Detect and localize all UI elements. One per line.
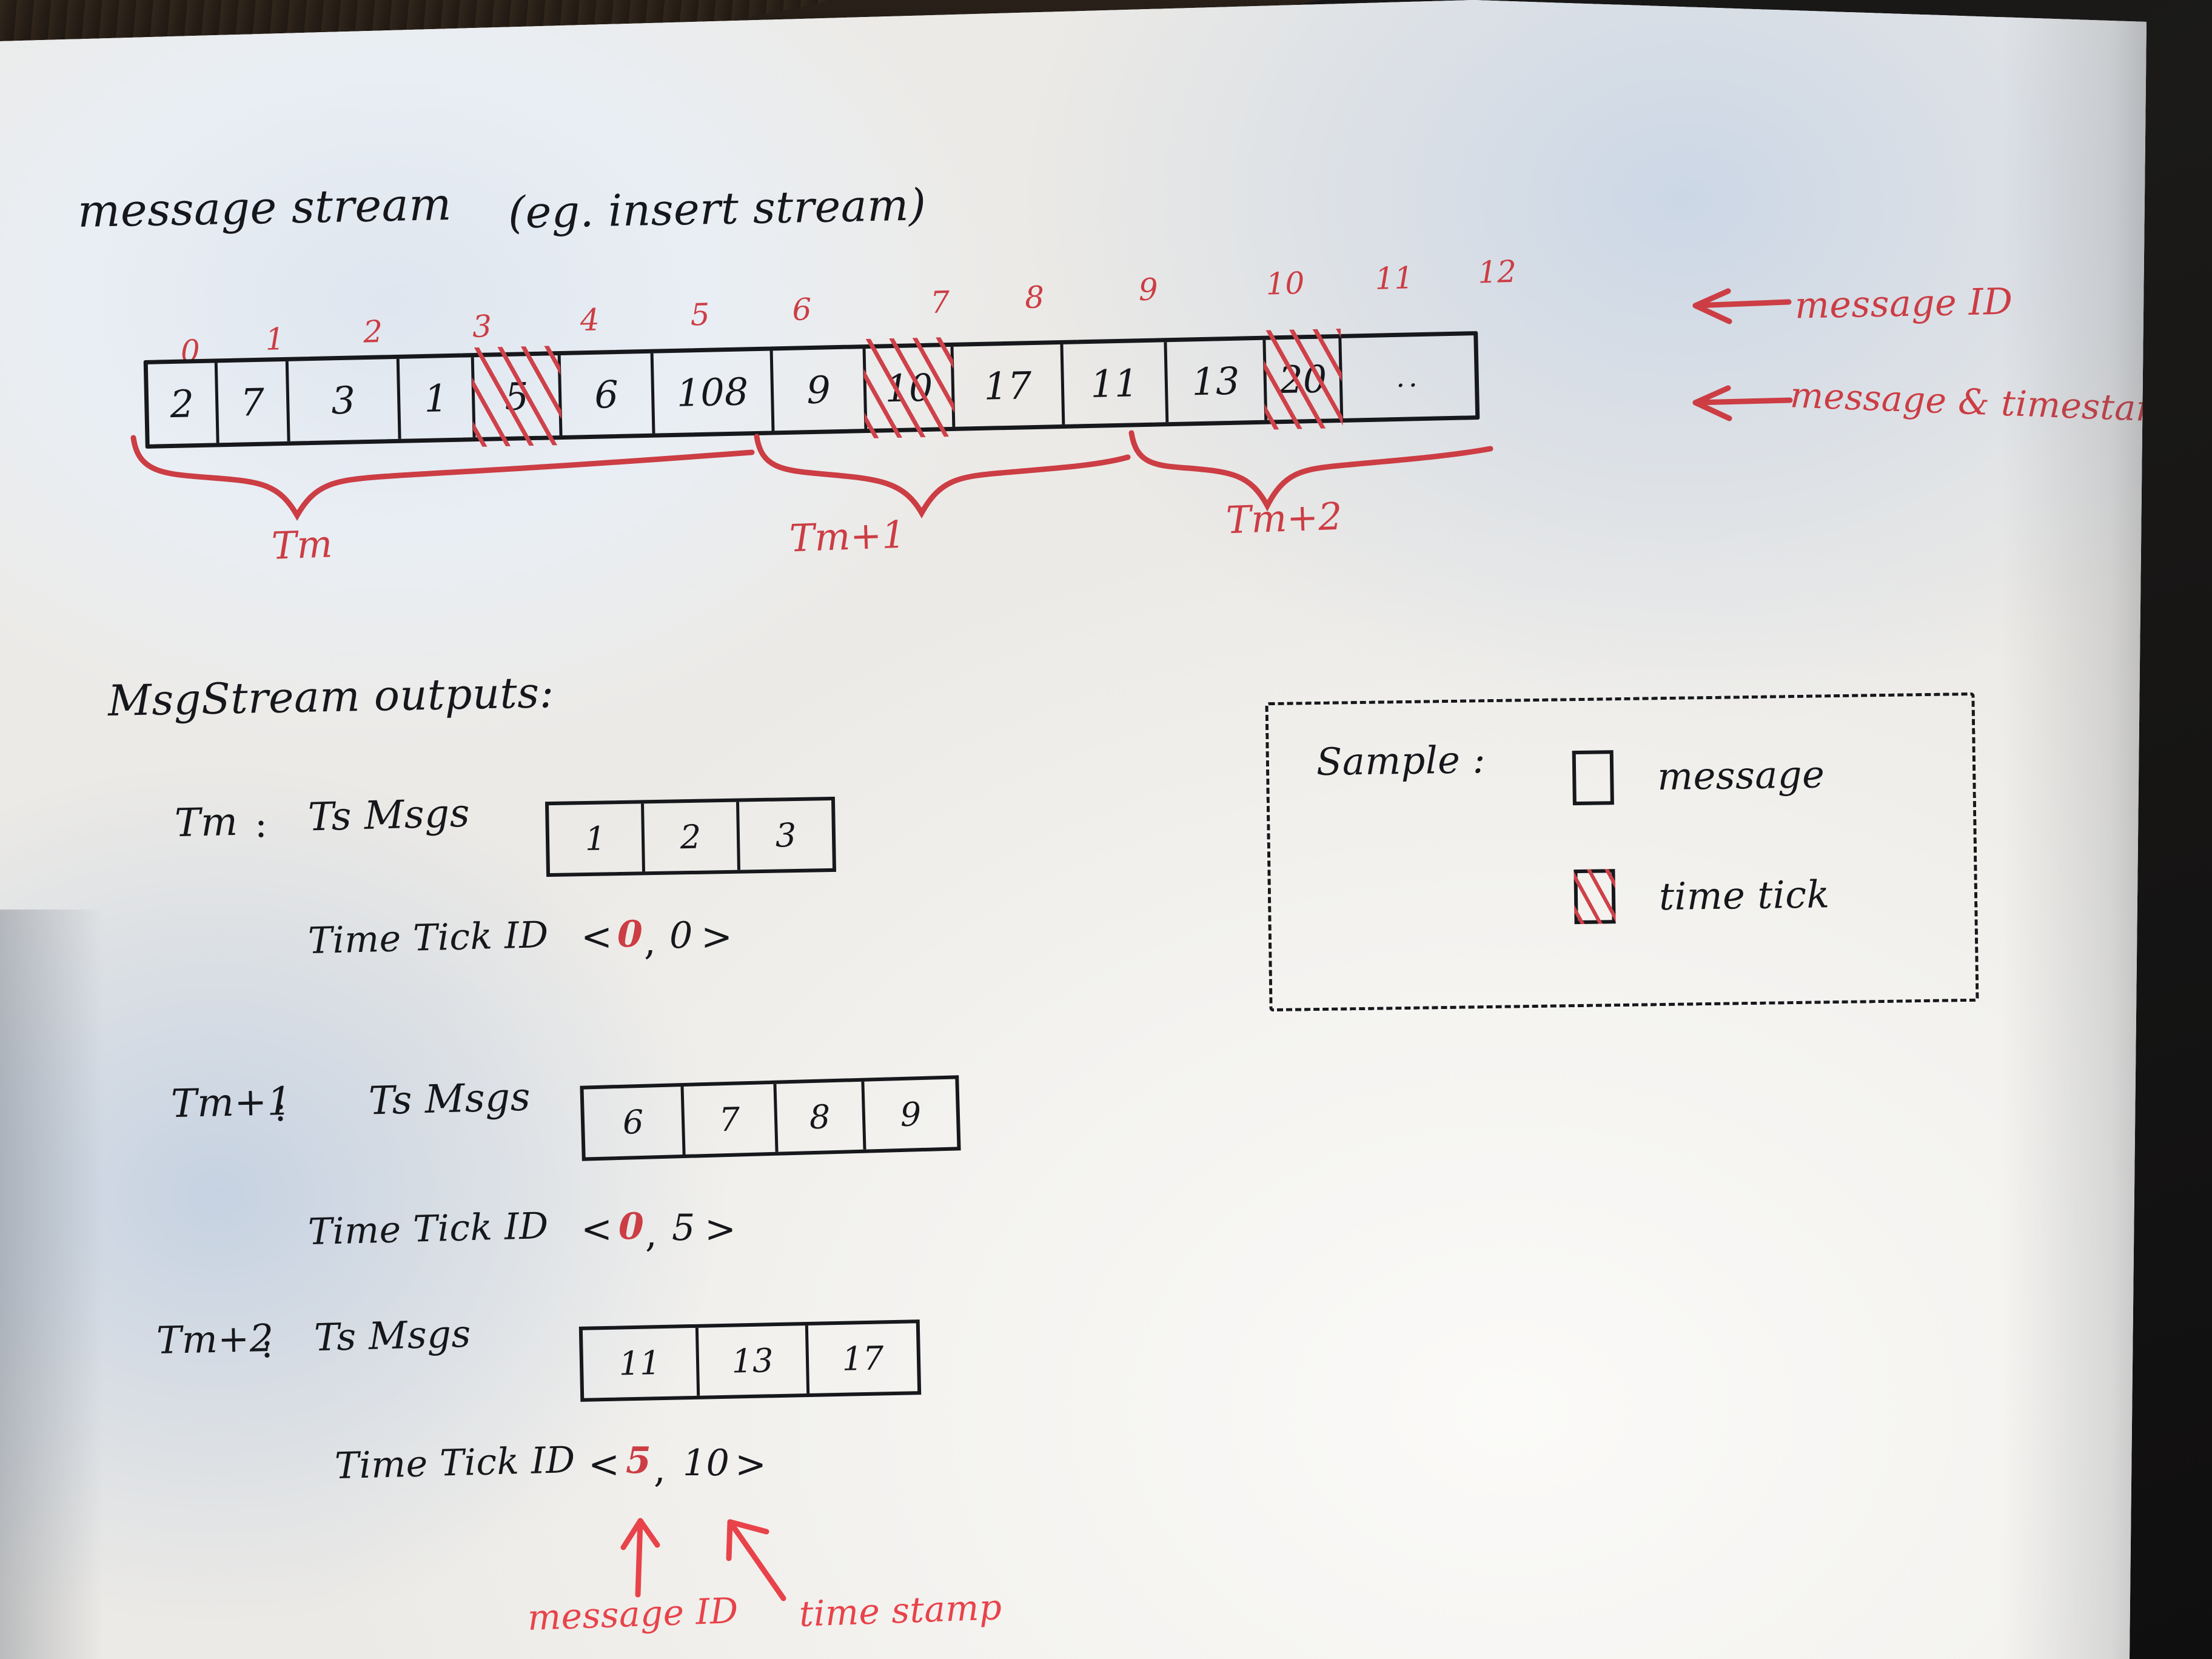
- output-tick-comma-tm: ,: [644, 919, 657, 964]
- legend-box: Sample : message time tick: [1265, 692, 1979, 1012]
- output-tick-label-tm1: Time Tick ID: [307, 1204, 549, 1254]
- page-title: message stream: [77, 178, 452, 238]
- output-tick-open-tm: <: [581, 914, 613, 959]
- legend-swatch-timetick: [1574, 869, 1616, 925]
- brace-label-tm1: Tm+1: [788, 512, 907, 561]
- stream-cell-timetick: 20: [1265, 338, 1344, 420]
- stream-cell-ellipsis: ..: [1395, 360, 1421, 394]
- stream-cell: 13: [1167, 340, 1268, 423]
- output-group-name-tm2: Tm+2: [156, 1315, 275, 1363]
- output-msg-cell: 13: [698, 1325, 810, 1396]
- output-msg-cell: 9: [899, 1094, 922, 1134]
- output-tick-ts-tm2: 10: [683, 1442, 730, 1484]
- output-msgs-label-tm2: Ts Msgs: [313, 1311, 472, 1360]
- stream-cell: 1: [399, 357, 476, 439]
- output-tick-comma-tm1: ,: [645, 1212, 658, 1256]
- stream-index-9: 9: [1138, 272, 1159, 308]
- stream-index-7: 7: [930, 284, 950, 321]
- output-msg-cell: 2: [644, 802, 740, 872]
- stream-cell: 11: [1063, 342, 1169, 424]
- brace-label-tm: Tm: [270, 521, 333, 568]
- stream-group-braces: [130, 430, 1493, 521]
- output-tick-msgid-tm: 0: [617, 913, 643, 956]
- paper-edge-shadow-right: [2001, 0, 2147, 1659]
- paper-edge-shadow-left: [0, 910, 103, 1659]
- output-tick-ts-tm: 0: [669, 914, 693, 957]
- stream-index-11: 11: [1374, 260, 1414, 297]
- stream-index-5: 5: [689, 297, 711, 333]
- legend-label-message: message: [1657, 752, 1825, 799]
- stream-cell: 3: [288, 358, 401, 441]
- footnote-timestamp: time stamp: [798, 1586, 1003, 1635]
- annotation-message-and-timestamp: message & timestamp: [1789, 374, 2193, 431]
- stream-index-6: 6: [791, 292, 813, 328]
- output-group-colon-tm: :: [255, 802, 268, 846]
- stream-index-row: 0 1 2 3 4 5 6 7 8 9 10 11 12: [144, 254, 1720, 369]
- up-arrow-icon-message-id: [620, 1518, 660, 1598]
- stream-index-8: 8: [1024, 280, 1045, 316]
- output-group-name-tm: Tm: [174, 799, 239, 846]
- stream-index-1: 1: [264, 321, 286, 357]
- output-tick-comma-tm2: ,: [654, 1447, 666, 1491]
- stream-cell: 17: [953, 344, 1065, 427]
- outputs-heading: MsgStream outputs:: [107, 667, 555, 726]
- output-tick-label-tm2: Time Tick ID: [334, 1438, 576, 1488]
- footnote-message-id: message ID: [526, 1589, 739, 1639]
- stream-cell: 6: [560, 353, 655, 435]
- stream-index-2: 2: [363, 313, 383, 350]
- brace-label-tm2: Tm+2: [1225, 494, 1343, 543]
- paper-sheet: message stream (eg. insert stream) 0 1 2…: [0, 0, 2159, 1659]
- output-tick-msgid-tm2: 5: [626, 1439, 652, 1482]
- output-tick-msgid-tm1: 0: [618, 1205, 645, 1248]
- output-msg-cell: 1: [549, 803, 645, 874]
- up-left-arrow-icon-timestamp: [726, 1519, 786, 1601]
- stream-cell-timetick: 5: [474, 355, 563, 438]
- output-tick-close-tm1: >: [705, 1207, 737, 1251]
- stream-cell: 108: [653, 350, 775, 434]
- stream-index-3: 3: [472, 309, 492, 344]
- left-arrow-icon-message-timestamp: [1692, 385, 1793, 421]
- output-tick-close-tm: >: [701, 914, 733, 959]
- legend-swatch-message: [1572, 750, 1614, 806]
- output-tick-ts-tm1: 5: [672, 1207, 695, 1249]
- output-group-colon-tm1: :: [274, 1085, 287, 1130]
- stream-index-12: 12: [1477, 253, 1517, 290]
- annotation-message-id: message ID: [1794, 280, 2014, 327]
- output-tick-open-tm2: <: [588, 1442, 620, 1486]
- legend-label-timetick: time tick: [1658, 872, 1831, 919]
- left-arrow-icon-message-id: [1692, 288, 1792, 324]
- output-msg-cell: 7: [683, 1084, 779, 1155]
- output-msgs-label-tm1: Ts Msgs: [368, 1074, 531, 1124]
- stream-cell-timetick: 10: [865, 346, 956, 429]
- output-msg-cell: 17: [841, 1338, 884, 1378]
- output-msg-cell: 6: [583, 1086, 686, 1158]
- stream-cell: 9: [773, 349, 868, 431]
- stream-index-10: 10: [1265, 265, 1305, 302]
- output-tick-open-tm1: <: [581, 1207, 613, 1251]
- output-msgs-box-tm1: 6 7 8 9: [580, 1075, 961, 1161]
- output-msgs-box-tm: 1 2 3: [545, 796, 837, 877]
- stream-index-4: 4: [580, 302, 600, 338]
- output-msg-cell: 8: [776, 1081, 866, 1152]
- output-msg-cell: 3: [775, 816, 797, 855]
- output-tick-label-tm: Time Tick ID: [307, 913, 549, 963]
- output-msgs-label-tm: Ts Msgs: [307, 791, 471, 840]
- output-tick-close-tm2: >: [735, 1442, 767, 1486]
- output-msg-cell: 11: [582, 1327, 700, 1398]
- legend-title: Sample :: [1316, 737, 1486, 785]
- output-msgs-box-tm2: 11 13 17: [578, 1319, 922, 1402]
- page-title-parenthetical: (eg. insert stream): [508, 179, 927, 238]
- output-group-colon-tm2: :: [261, 1322, 274, 1366]
